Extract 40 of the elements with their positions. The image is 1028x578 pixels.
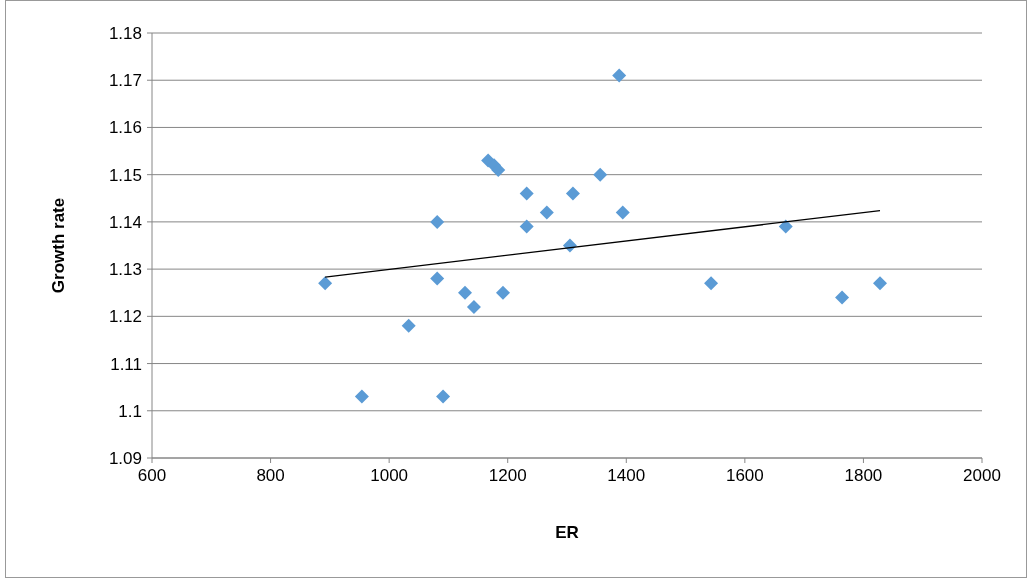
point [458,285,473,300]
point [401,318,416,333]
point [778,219,793,234]
x-tick-label: 1800 [844,466,883,485]
y-tick-label: 1.13 [108,260,142,280]
x-axis-title: ER [555,523,579,542]
point [519,186,534,201]
point [318,276,333,291]
y-tick-label: 1.17 [108,71,142,91]
point [539,205,554,220]
x-tick-label: 1200 [488,466,527,485]
x-tick-label: 1600 [725,466,764,485]
point [354,389,369,404]
point [565,186,580,201]
x-tick-label: 1000 [370,466,409,485]
y-tick-label: 1.1 [118,401,142,421]
y-axis-title: Growth rate [49,197,68,294]
point [612,68,627,83]
y-tick-label: 1.18 [108,23,142,43]
point [704,276,719,291]
point [466,299,481,314]
y-tick-label: 1.14 [108,212,142,232]
point [615,205,630,220]
point [436,389,451,404]
point [593,167,608,182]
point [495,285,510,300]
x-tick-label: 1400 [607,466,646,485]
x-tick-label: 2000 [963,466,1001,485]
point [873,276,888,291]
y-tick-label: 1.16 [108,118,142,138]
y-tick-label: 1.15 [108,165,142,185]
x-tick-label: 600 [137,466,167,485]
point [430,214,445,229]
y-tick-label: 1.12 [108,307,142,327]
point [430,271,445,286]
y-tick-label: 1.11 [110,354,142,374]
y-tick-label: 1.09 [108,448,142,468]
x-tick-label: 800 [256,466,285,485]
point [835,290,850,305]
point [519,219,534,234]
